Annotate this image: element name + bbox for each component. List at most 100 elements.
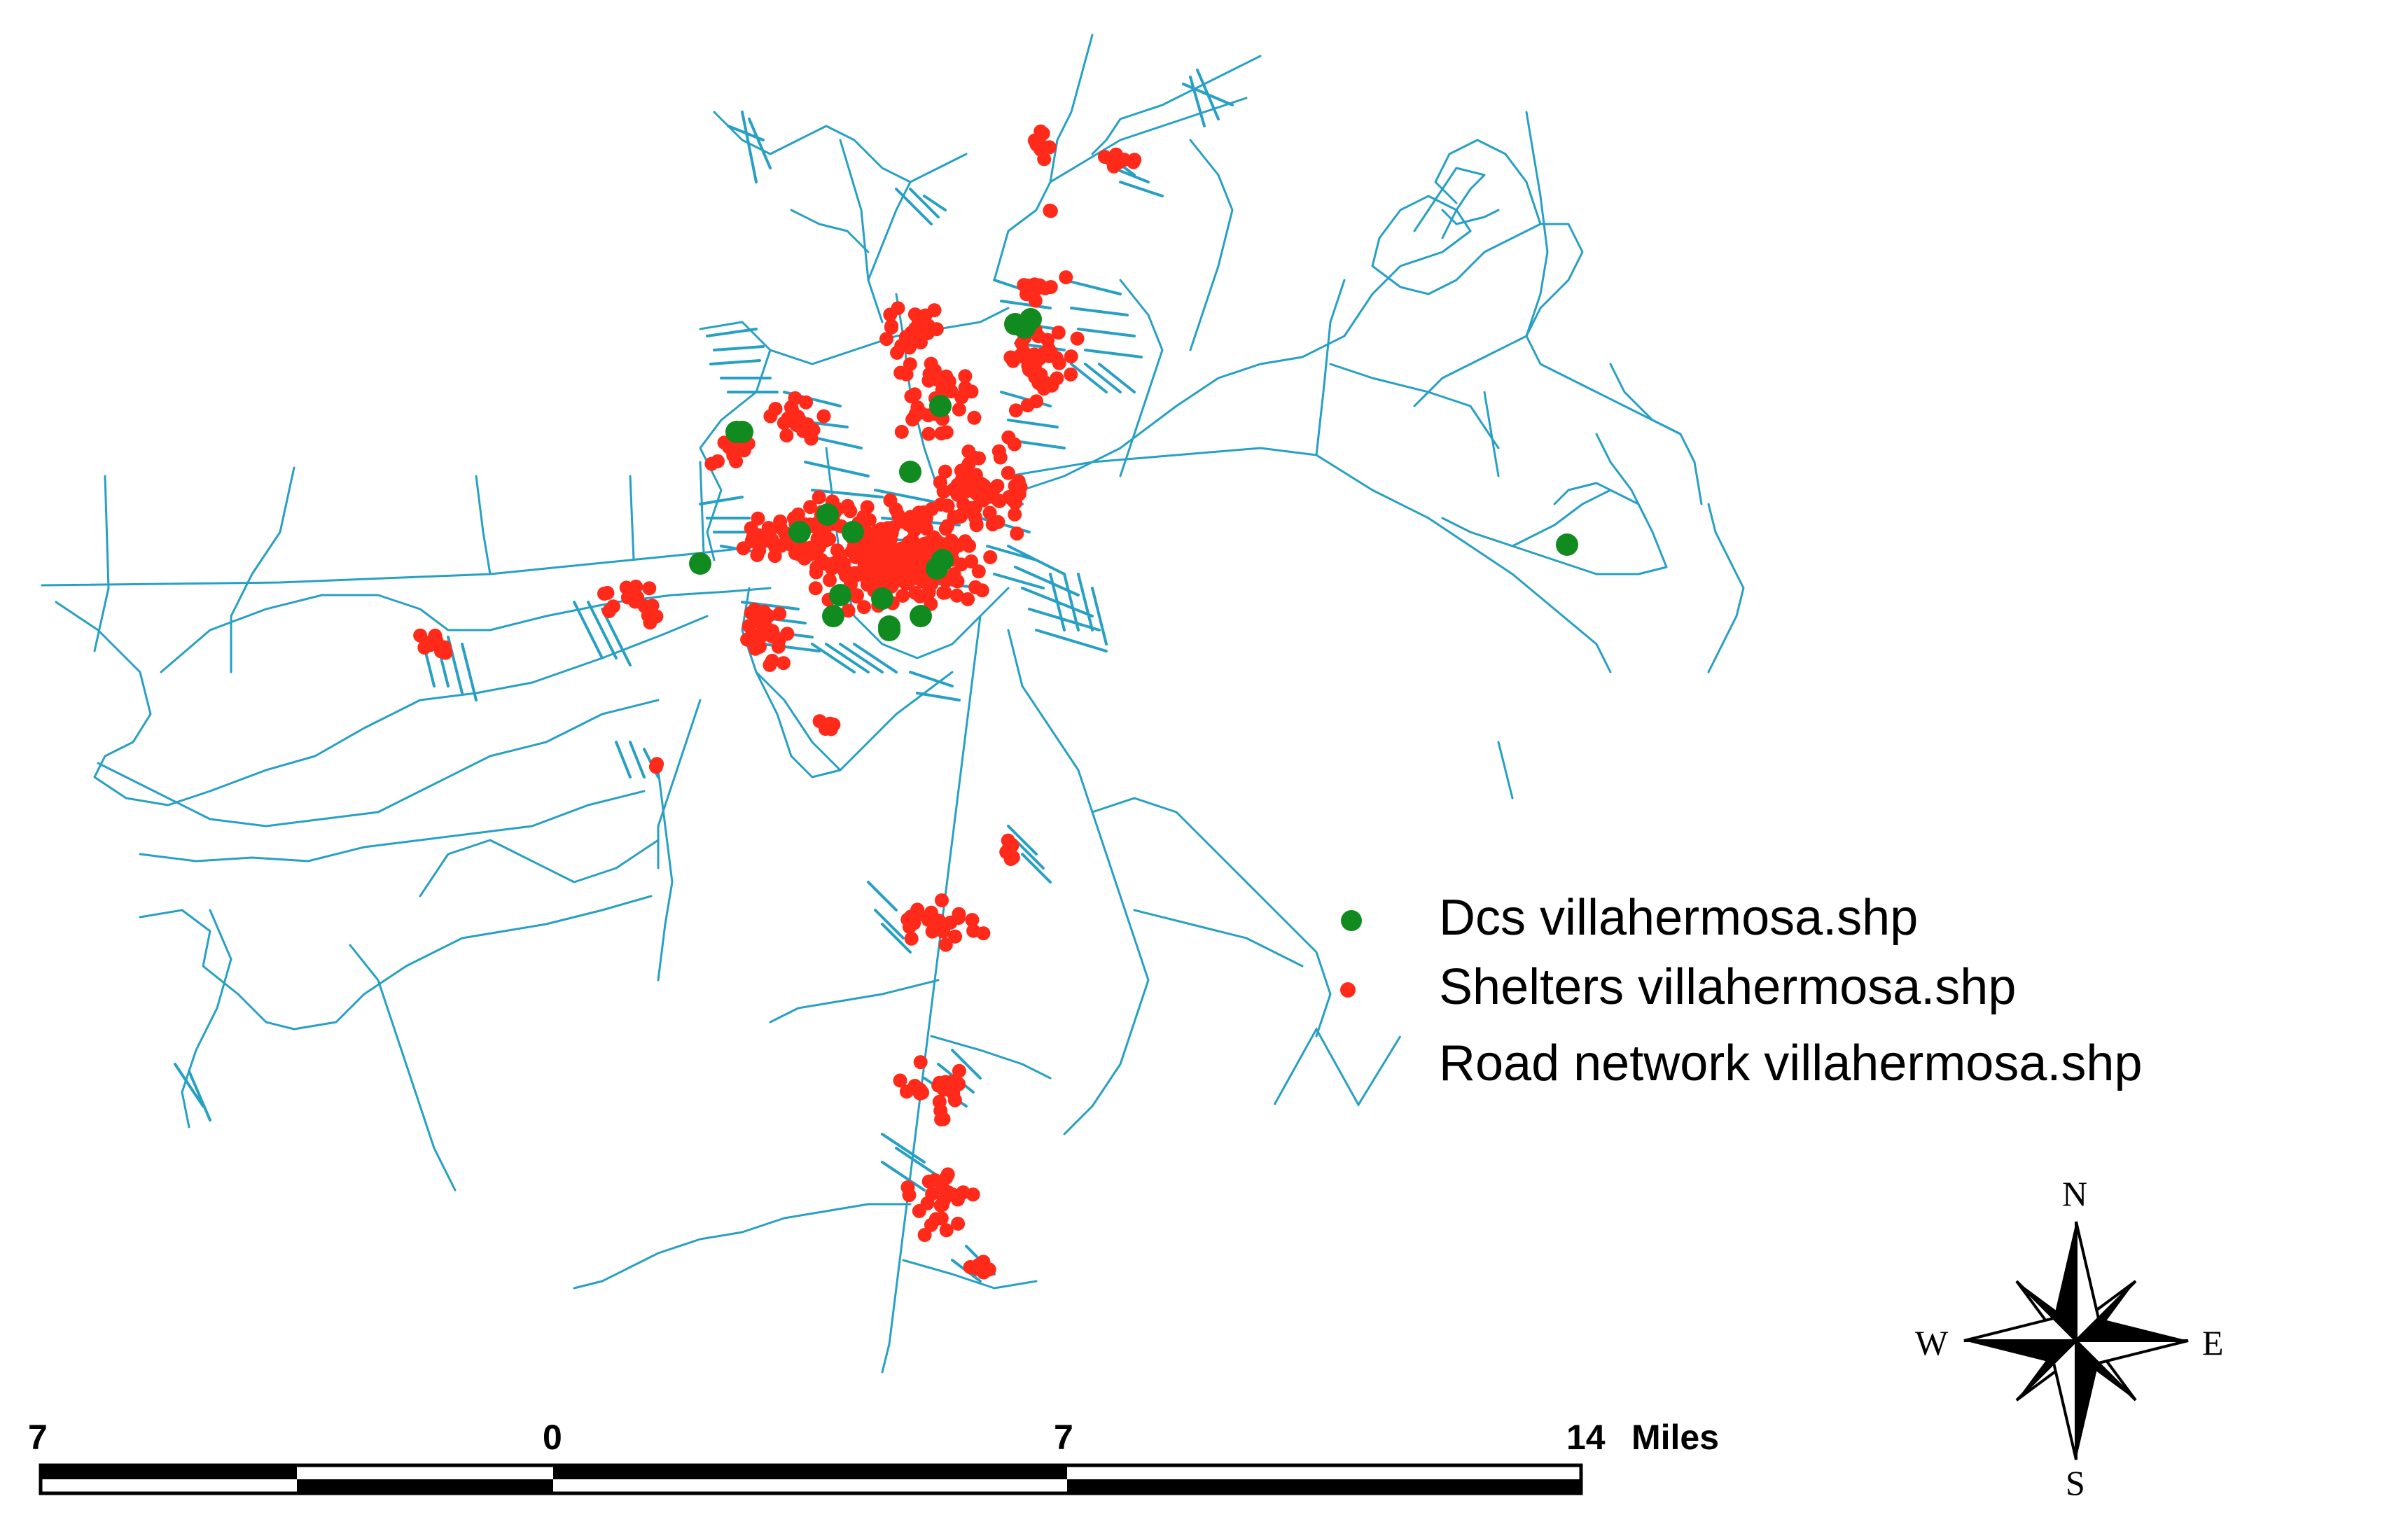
shelter-point xyxy=(800,547,815,561)
shelter-point xyxy=(931,1078,946,1093)
shelter-point xyxy=(808,581,823,596)
shelter-point xyxy=(1070,331,1085,346)
shelter-point xyxy=(935,1198,949,1212)
shelter-point xyxy=(869,534,884,549)
shelter-point xyxy=(750,547,765,562)
dc-point xyxy=(689,552,711,575)
shelter-point xyxy=(744,533,759,548)
shelter-point xyxy=(903,337,918,352)
scale-segment-2 xyxy=(297,1479,553,1493)
shelter-point xyxy=(825,561,839,576)
shelter-point xyxy=(1027,277,1042,292)
shelter-point xyxy=(900,912,915,927)
shelter-point xyxy=(899,1084,914,1099)
shelter-point xyxy=(982,1262,996,1277)
shelter-point xyxy=(938,464,952,479)
shelter-point xyxy=(809,560,824,575)
shelter-point xyxy=(1043,204,1058,218)
shelter-point xyxy=(438,645,453,660)
scale-segment-4 xyxy=(1067,1479,1581,1493)
shelter-point xyxy=(883,493,898,508)
shelter-point xyxy=(965,913,980,927)
dc-point xyxy=(731,421,753,443)
shelter-point xyxy=(855,566,869,581)
shelter-point xyxy=(1042,140,1057,155)
shelter-point xyxy=(1052,356,1066,370)
shelter-point xyxy=(642,581,657,596)
shelter-point xyxy=(956,1185,970,1200)
shelter-points xyxy=(413,124,1142,1280)
shelter-point xyxy=(907,387,922,402)
shelter-point xyxy=(849,589,864,604)
shelter-point xyxy=(890,345,905,360)
shelter-point xyxy=(917,505,931,519)
shelter-point xyxy=(777,416,791,431)
shelter-point xyxy=(946,1086,961,1101)
shelter-point xyxy=(1043,280,1058,294)
scale-label-7-left: 7 xyxy=(28,1418,48,1457)
compass-west: W xyxy=(1915,1323,1949,1362)
scale-label-0: 0 xyxy=(543,1418,562,1457)
shelter-point xyxy=(812,490,826,505)
shelter-point xyxy=(929,322,944,337)
shelter-point xyxy=(915,1085,930,1100)
shelter-point xyxy=(761,608,776,623)
legend-road-label: Road network villahermosa.shp xyxy=(1439,1035,2142,1091)
shelter-point xyxy=(912,1203,926,1218)
shelter-point xyxy=(1106,159,1121,174)
shelter-point xyxy=(777,656,791,671)
shelter-point xyxy=(780,627,795,641)
shelter-point xyxy=(958,369,973,384)
shelter-point xyxy=(1064,367,1078,382)
shelter-point xyxy=(1001,430,1016,445)
shelter-point xyxy=(925,924,940,939)
shelter-point xyxy=(771,639,786,654)
shelter-point xyxy=(1045,378,1059,393)
shelter-point xyxy=(1126,155,1141,169)
shelter-point xyxy=(817,525,832,540)
shelter-point xyxy=(1012,349,1027,363)
shelter-point xyxy=(879,526,894,541)
shelter-point xyxy=(896,588,910,603)
shelter-point xyxy=(924,1217,938,1232)
dc-point xyxy=(816,503,839,526)
shelter-point xyxy=(968,468,983,482)
shelter-point xyxy=(977,490,991,505)
compass-north: N xyxy=(2062,1174,2087,1213)
dc-point xyxy=(788,521,811,543)
shelter-point xyxy=(1051,326,1066,340)
shelter-point xyxy=(648,760,663,774)
compass-east: E xyxy=(2202,1323,2224,1362)
shelter-point xyxy=(921,426,936,441)
shelter-point xyxy=(748,641,763,656)
scale-segment-3 xyxy=(553,1465,1067,1479)
shelter-point xyxy=(951,1216,966,1231)
shelter-point xyxy=(788,391,802,405)
scale-unit: Miles xyxy=(1631,1418,1719,1457)
dc-point xyxy=(829,584,851,606)
shelter-point xyxy=(1064,349,1078,364)
shelter-point xyxy=(597,587,611,601)
shelter-point xyxy=(619,580,634,595)
shelter-point xyxy=(938,537,952,552)
shelter-point xyxy=(645,599,660,613)
shelter-point xyxy=(1008,403,1023,418)
shelter-point xyxy=(865,561,880,575)
shelter-point xyxy=(961,592,975,606)
shelter-point xyxy=(936,484,951,499)
shelter-point xyxy=(968,510,982,524)
shelter-point xyxy=(891,508,906,523)
shelter-point xyxy=(886,571,900,586)
shelter-point xyxy=(1031,329,1045,344)
shelter-point xyxy=(934,426,949,441)
compass-rose xyxy=(1963,1221,2189,1460)
shelter-point xyxy=(942,375,956,389)
shelter-point xyxy=(903,561,917,576)
shelter-point xyxy=(949,588,964,603)
shelter-point xyxy=(857,600,871,615)
shelter-point xyxy=(841,603,856,618)
shelter-point xyxy=(925,1187,940,1201)
shelter-point xyxy=(1008,496,1023,510)
shelter-point xyxy=(1020,398,1035,412)
shelter-point xyxy=(799,395,814,410)
